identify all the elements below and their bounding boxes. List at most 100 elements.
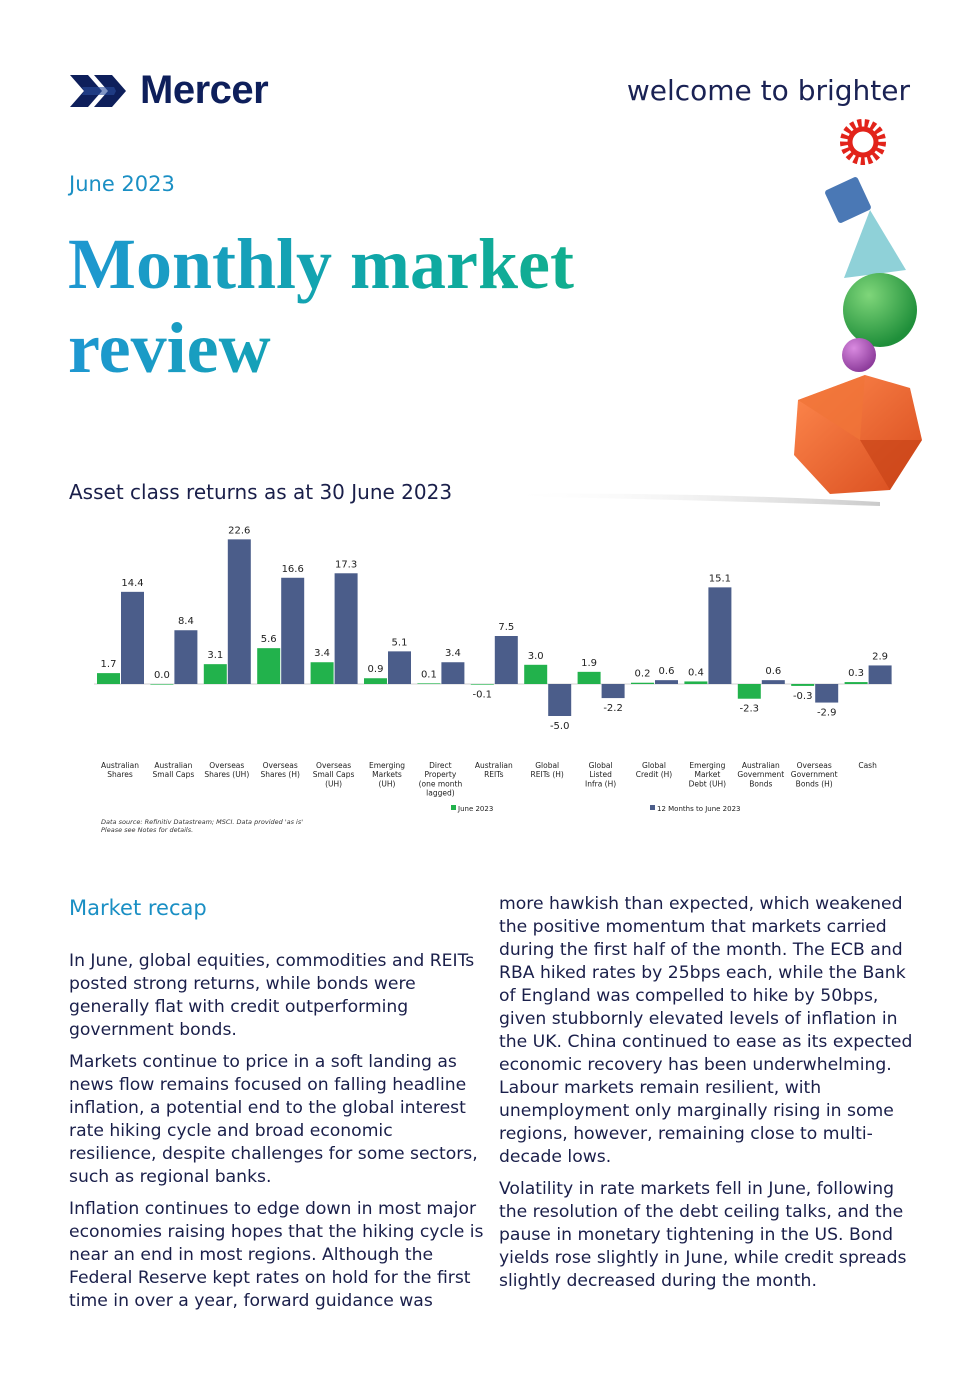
bar-12m-4 <box>334 573 358 684</box>
value-label: 7.5 <box>498 622 514 633</box>
category-label: (one month <box>419 779 463 788</box>
green-sphere-icon <box>843 273 917 347</box>
value-label: 1.9 <box>581 658 597 669</box>
chart-title: Asset class returns as at 30 June 2023 <box>69 480 453 504</box>
teal-cone-icon <box>844 210 906 278</box>
bar-12m-11 <box>708 587 732 684</box>
category-label: REITs (H) <box>531 770 564 779</box>
category-label: Government <box>791 770 838 779</box>
category-label: Bonds (H) <box>796 779 833 788</box>
paragraph: more hawkish than expected, which weaken… <box>499 894 913 1167</box>
category-label: Shares <box>107 770 133 779</box>
legend-label: 12 Months to June 2023 <box>657 805 740 813</box>
value-label: 5.1 <box>392 637 408 648</box>
value-label: 0.3 <box>848 668 864 679</box>
category-label: Credit (H) <box>636 770 673 779</box>
bar-june-5 <box>364 678 387 684</box>
bar-12m-2 <box>227 539 251 684</box>
red-gear-icon <box>840 119 886 165</box>
bar-12m-0 <box>121 591 144 684</box>
bar-june-10 <box>631 682 654 684</box>
value-label: 3.4 <box>445 648 461 659</box>
value-label: 5.6 <box>261 634 277 645</box>
bar-june-12 <box>737 684 761 699</box>
bar-june-11 <box>684 681 708 684</box>
value-label: 0.9 <box>368 664 384 675</box>
bar-12m-7 <box>494 636 518 684</box>
value-label: 3.4 <box>314 648 330 659</box>
category-label: Bonds <box>749 779 772 788</box>
legend-swatch <box>451 805 456 810</box>
bar-june-7 <box>470 684 494 685</box>
legend-label: June 2023 <box>457 805 493 813</box>
paragraph: Inflation continues to edge down in most… <box>69 1199 484 1311</box>
category-label: Overseas <box>209 761 244 770</box>
recap-column-2: more hawkish than expected, which weaken… <box>499 893 914 1302</box>
paragraph: Volatility in rate markets fell in June,… <box>499 1179 907 1291</box>
purple-sphere-icon <box>842 338 876 372</box>
section-heading-market-recap: Market recap <box>69 896 207 920</box>
bar-12m-3 <box>281 577 305 684</box>
value-label: 16.6 <box>282 564 304 575</box>
value-label: 1.7 <box>101 659 117 670</box>
category-label: Global <box>589 761 613 770</box>
bar-june-6 <box>417 683 441 684</box>
value-label: 0.0 <box>154 670 170 681</box>
category-label: Overseas <box>263 761 298 770</box>
category-label: Global <box>535 761 559 770</box>
value-label: -2.2 <box>603 703 623 714</box>
category-label: Cash <box>858 761 877 770</box>
value-label: -0.3 <box>793 691 813 702</box>
bar-june-8 <box>524 664 548 684</box>
source-line-1: Data source: Refinitiv Datastream; MSCI.… <box>101 818 304 826</box>
value-label: -2.9 <box>817 708 837 719</box>
category-label: Property <box>425 770 457 779</box>
bar-12m-10 <box>655 680 678 684</box>
tagline: welcome to brighter <box>626 74 910 107</box>
legend-swatch <box>650 805 655 810</box>
bar-june-14 <box>844 682 868 684</box>
category-label: Direct <box>429 761 452 770</box>
category-label: Shares (UH) <box>204 770 249 779</box>
value-label: 14.4 <box>121 578 143 589</box>
value-label: 3.0 <box>528 651 544 662</box>
bar-june-1 <box>150 684 174 685</box>
category-label: Small Caps <box>153 770 195 779</box>
category-label: Australian <box>101 761 139 770</box>
paragraph: In June, global equities, commodities an… <box>69 951 475 1040</box>
bar-12m-14 <box>868 665 892 684</box>
bar-june-4 <box>310 662 334 684</box>
category-label: Overseas <box>316 761 351 770</box>
value-label: 3.1 <box>207 650 223 661</box>
value-label: 22.6 <box>228 525 250 536</box>
value-label: 0.1 <box>421 669 437 680</box>
bar-june-9 <box>577 671 601 684</box>
category-label: Australian <box>742 761 780 770</box>
value-label: 17.3 <box>335 559 357 570</box>
value-label: 8.4 <box>178 616 194 627</box>
bar-june-2 <box>203 664 227 684</box>
value-label: -5.0 <box>550 721 570 732</box>
issue-date: June 2023 <box>69 172 175 196</box>
category-label: Markets <box>372 770 402 779</box>
value-label: 0.6 <box>765 666 781 677</box>
category-label: Listed <box>589 770 612 779</box>
category-label: (UH) <box>379 779 396 788</box>
bar-12m-5 <box>388 651 411 684</box>
value-label: 0.2 <box>635 669 651 680</box>
category-label: Emerging <box>369 761 405 770</box>
chart-source-note: Data source: Refinitiv Datastream; MSCI.… <box>101 818 303 834</box>
category-label: Emerging <box>689 761 725 770</box>
source-line-2: Please see Notes for details. <box>101 826 194 834</box>
value-label: 0.4 <box>688 667 704 678</box>
category-label: REITs <box>484 770 504 779</box>
bar-june-3 <box>257 648 281 684</box>
asset-returns-chart: 1.7 14.4 0.0 8.4 3.1 22.6 5.6 16.6 3.4 17.3 0.9 5.1… <box>94 493 892 813</box>
bar-june-13 <box>791 684 815 686</box>
bar-12m-8 <box>548 684 572 716</box>
category-label: Debt (UH) <box>689 779 727 788</box>
value-label: -0.1 <box>473 690 493 701</box>
bar-12m-9 <box>601 684 625 699</box>
bar-12m-6 <box>441 662 465 684</box>
page-title: Monthly market review <box>68 222 708 390</box>
